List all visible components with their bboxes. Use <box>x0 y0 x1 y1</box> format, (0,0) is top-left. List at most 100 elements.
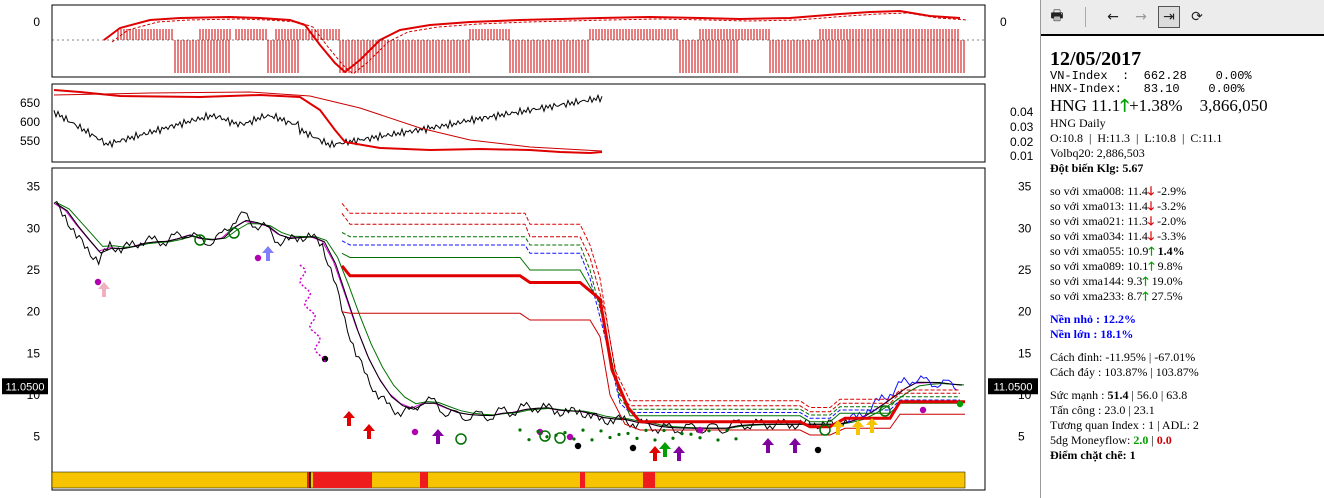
up-arrow-icon: 🡑 <box>1148 259 1155 273</box>
ticker-line: HNG 11.1🡑+1.38% 3,866,050 <box>1050 96 1324 116</box>
arrow-marker <box>432 429 444 444</box>
trend-strip <box>51 471 966 489</box>
small-signal-dot <box>644 428 648 432</box>
small-signal-dot <box>716 438 720 442</box>
arrow-marker <box>762 438 774 453</box>
last-price-tag: 11.0500 <box>994 381 1033 393</box>
small-signal-dot <box>662 428 666 433</box>
ma-row: so với xma233: 8.7🡑 27.5% <box>1050 289 1183 303</box>
ma-black-line <box>55 202 963 429</box>
arrow-marker <box>98 282 110 297</box>
small-signal-dot <box>536 429 540 434</box>
change: +1.38% <box>1129 96 1183 115</box>
up-arrow-icon: 🡑 <box>1120 96 1130 115</box>
hnxindex-line: HNX-Index: 83.10 0.00% <box>1050 82 1245 96</box>
small-signal-dot <box>527 438 531 442</box>
y-tick-label: 5 <box>33 430 40 444</box>
y-tick-label: 30 <box>1018 221 1032 235</box>
small-signal-dot <box>689 432 693 436</box>
dot-marker <box>411 428 419 436</box>
arrow-marker <box>673 446 685 461</box>
circle-marker <box>819 424 831 436</box>
quote-date: 12/05/2017 <box>1050 48 1142 70</box>
down-arrow-icon: 🡓 <box>1147 214 1155 228</box>
arrow-marker <box>866 418 878 433</box>
ticker: HNG <box>1050 96 1087 115</box>
toolbar: 🖶 ← → ⇥ ⟳ <box>1041 0 1324 35</box>
small-signal-dot <box>572 437 576 441</box>
small-signal-dot <box>725 428 729 432</box>
dot-marker <box>956 400 964 408</box>
moneyflow-line: 5dg Moneyflow: 2.0 | 0.0 <box>1050 433 1172 447</box>
info-panel: 🖶 ← → ⇥ ⟳ 12/05/2017 VN-Index : 662.28 0… <box>1040 0 1324 498</box>
nen-lon-line: Nền lớn : 18.1% <box>1050 327 1134 341</box>
y-tick-label: 25 <box>27 263 41 277</box>
y-tick-label: 35 <box>27 180 41 194</box>
dot-marker <box>629 444 637 452</box>
last-price-tag: 11.0500 <box>6 381 45 393</box>
y-tick-label: 35 <box>1018 180 1032 194</box>
band-line-dashed-blue <box>341 240 960 419</box>
up-arrow-icon: 🡑 <box>1142 274 1149 288</box>
y-tick-label: 30 <box>27 221 41 235</box>
chart-area[interactable]: 0 0 650 600 550 0.04 0.03 0.02 0.01 35 35 30 30 25 25 2… <box>0 0 1040 498</box>
trend-strip-segment <box>420 472 428 488</box>
dot-marker <box>814 446 822 454</box>
down-arrow-icon: 🡓 <box>1147 199 1155 213</box>
last-price-tag-bg <box>2 378 48 395</box>
volume: 3,866,050 <box>1199 96 1268 115</box>
trend-strip-segment <box>580 472 585 488</box>
price-line <box>53 200 849 435</box>
tuong-quan-line: Tương quan Index : 1 | ADL: 2 <box>1050 418 1199 432</box>
band-line-main <box>340 264 965 429</box>
ratio-ma-line <box>53 91 603 152</box>
y-tick-label: 25 <box>1018 263 1032 277</box>
small-signal-dot <box>680 432 684 436</box>
ma-row: so với xma034: 11.4🡓 -3.3% <box>1050 229 1187 243</box>
arrow-marker <box>262 246 274 261</box>
arrow-marker <box>659 442 671 457</box>
y-tick-label-left: 600 <box>20 115 40 129</box>
up-arrow-icon: 🡑 <box>1142 289 1149 303</box>
dotbien-line: Đột biến Klg: 5.67 <box>1050 161 1144 175</box>
chart-svg: 0 0 650 600 550 0.040.030.020.01 35 35 30 30 25 25 2… <box>2 4 1038 491</box>
arrow-marker <box>832 420 844 435</box>
price-pane <box>51 167 986 491</box>
circle-marker <box>194 234 206 246</box>
tab-to-end-icon[interactable]: ⇥ <box>1158 6 1180 28</box>
dot-marker <box>696 426 704 434</box>
arrow-left-icon[interactable]: ← <box>1107 9 1119 25</box>
small-signal-dot <box>545 435 549 439</box>
tan-cong-line: Tấn công : 23.0 | 23.1 <box>1050 403 1155 417</box>
y-tick-label-left: 550 <box>20 134 40 148</box>
series-name: HNG Daily <box>1050 116 1106 130</box>
index-line <box>53 93 603 149</box>
index-pane <box>51 83 986 163</box>
dot-marker <box>919 406 927 414</box>
y-tick-label: 0 <box>1000 15 1007 29</box>
band-line-dashed-darkred <box>341 213 960 413</box>
refresh-icon[interactable]: ⟳ <box>1191 9 1203 25</box>
ma-row: so với xma013: 11.4🡓 -3.2% <box>1050 199 1187 213</box>
down-arrow-icon: 🡓 <box>1147 229 1155 243</box>
ma-row: so với xma144: 9.3🡑 19.0% <box>1050 274 1183 288</box>
y-tick-label: 0 <box>33 15 40 29</box>
price: 11.1 <box>1091 96 1121 115</box>
printer-icon[interactable]: 🖶 <box>1050 8 1064 24</box>
arrow-marker <box>852 420 864 435</box>
small-signal-dot <box>554 433 558 437</box>
band-line-dashed-green <box>341 232 960 416</box>
cach-dinh-line: Cách đỉnh: -11.95% | -67.01% <box>1050 350 1196 364</box>
arrow-right-icon[interactable]: → <box>1135 9 1147 25</box>
oscillator-pane <box>51 4 986 78</box>
down-arrow-icon: 🡓 <box>1147 184 1155 198</box>
small-signal-dot <box>608 435 612 440</box>
arrow-marker <box>789 438 801 453</box>
ma-row: so với xma021: 11.3🡓 -2.0% <box>1050 214 1187 228</box>
y-tick-label: 20 <box>27 305 41 319</box>
dot-marker <box>574 442 582 450</box>
small-signal-dot <box>698 436 702 440</box>
last-price-tag-bg <box>988 378 1038 395</box>
dot-marker <box>254 254 262 262</box>
y-tick-label-right: 0.04 <box>1010 105 1034 119</box>
